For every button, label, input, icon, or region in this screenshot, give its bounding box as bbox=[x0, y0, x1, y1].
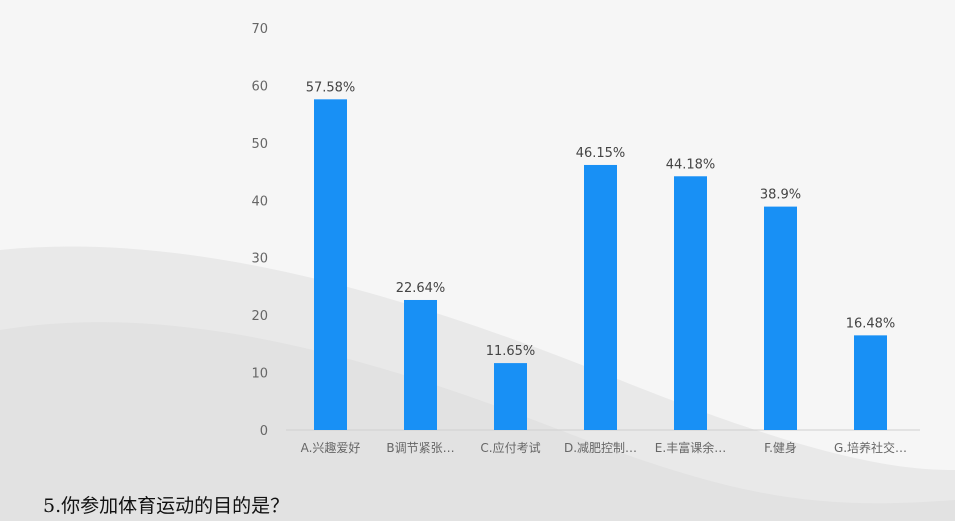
x-tick-label: F.健身 bbox=[764, 440, 797, 455]
bar bbox=[674, 176, 707, 430]
data-label: 46.15% bbox=[576, 146, 626, 161]
y-tick-label: 50 bbox=[251, 137, 268, 152]
y-tick-label: 60 bbox=[251, 79, 268, 94]
data-labels: 57.58% 22.64% 11.65% 46.15% 44.18% 38.9% 16.48… bbox=[306, 80, 896, 359]
data-label: 16.48% bbox=[846, 316, 896, 331]
x-tick-label: C.应付考试 bbox=[480, 440, 540, 455]
y-tick-label: 0 bbox=[260, 424, 268, 439]
x-tick-label: G.培养社交… bbox=[834, 440, 907, 455]
y-tick-label: 70 bbox=[251, 22, 268, 37]
bar bbox=[314, 99, 347, 430]
bar bbox=[404, 299, 437, 430]
data-label: 22.64% bbox=[396, 281, 446, 296]
bar bbox=[764, 206, 797, 430]
data-label: 44.18% bbox=[666, 157, 716, 172]
x-axis-labels: A.兴趣爱好 B调节紧张… C.应付考试 D.减肥控制… E.丰富课余… F.健身 G.培养… bbox=[301, 440, 907, 455]
y-tick-label: 30 bbox=[251, 252, 268, 267]
y-axis: 0 10 20 30 40 50 60 70 bbox=[251, 22, 268, 439]
data-label: 11.65% bbox=[486, 344, 536, 359]
data-label: 38.9% bbox=[760, 188, 801, 203]
question-title: 5.你参加体育运动的目的是？ bbox=[43, 495, 290, 517]
x-tick-label: A.兴趣爱好 bbox=[301, 440, 361, 455]
bar bbox=[494, 363, 527, 430]
bar bbox=[584, 164, 617, 430]
bar bbox=[854, 335, 887, 430]
x-tick-label: D.减肥控制… bbox=[564, 441, 637, 455]
y-tick-label: 10 bbox=[251, 367, 268, 382]
y-tick-label: 40 bbox=[251, 194, 268, 209]
x-tick-label: B调节紧张… bbox=[386, 441, 454, 455]
x-tick-label: E.丰富课余… bbox=[655, 440, 726, 455]
bars bbox=[314, 99, 887, 430]
y-tick-label: 20 bbox=[251, 309, 268, 324]
data-label: 57.58% bbox=[306, 80, 356, 95]
